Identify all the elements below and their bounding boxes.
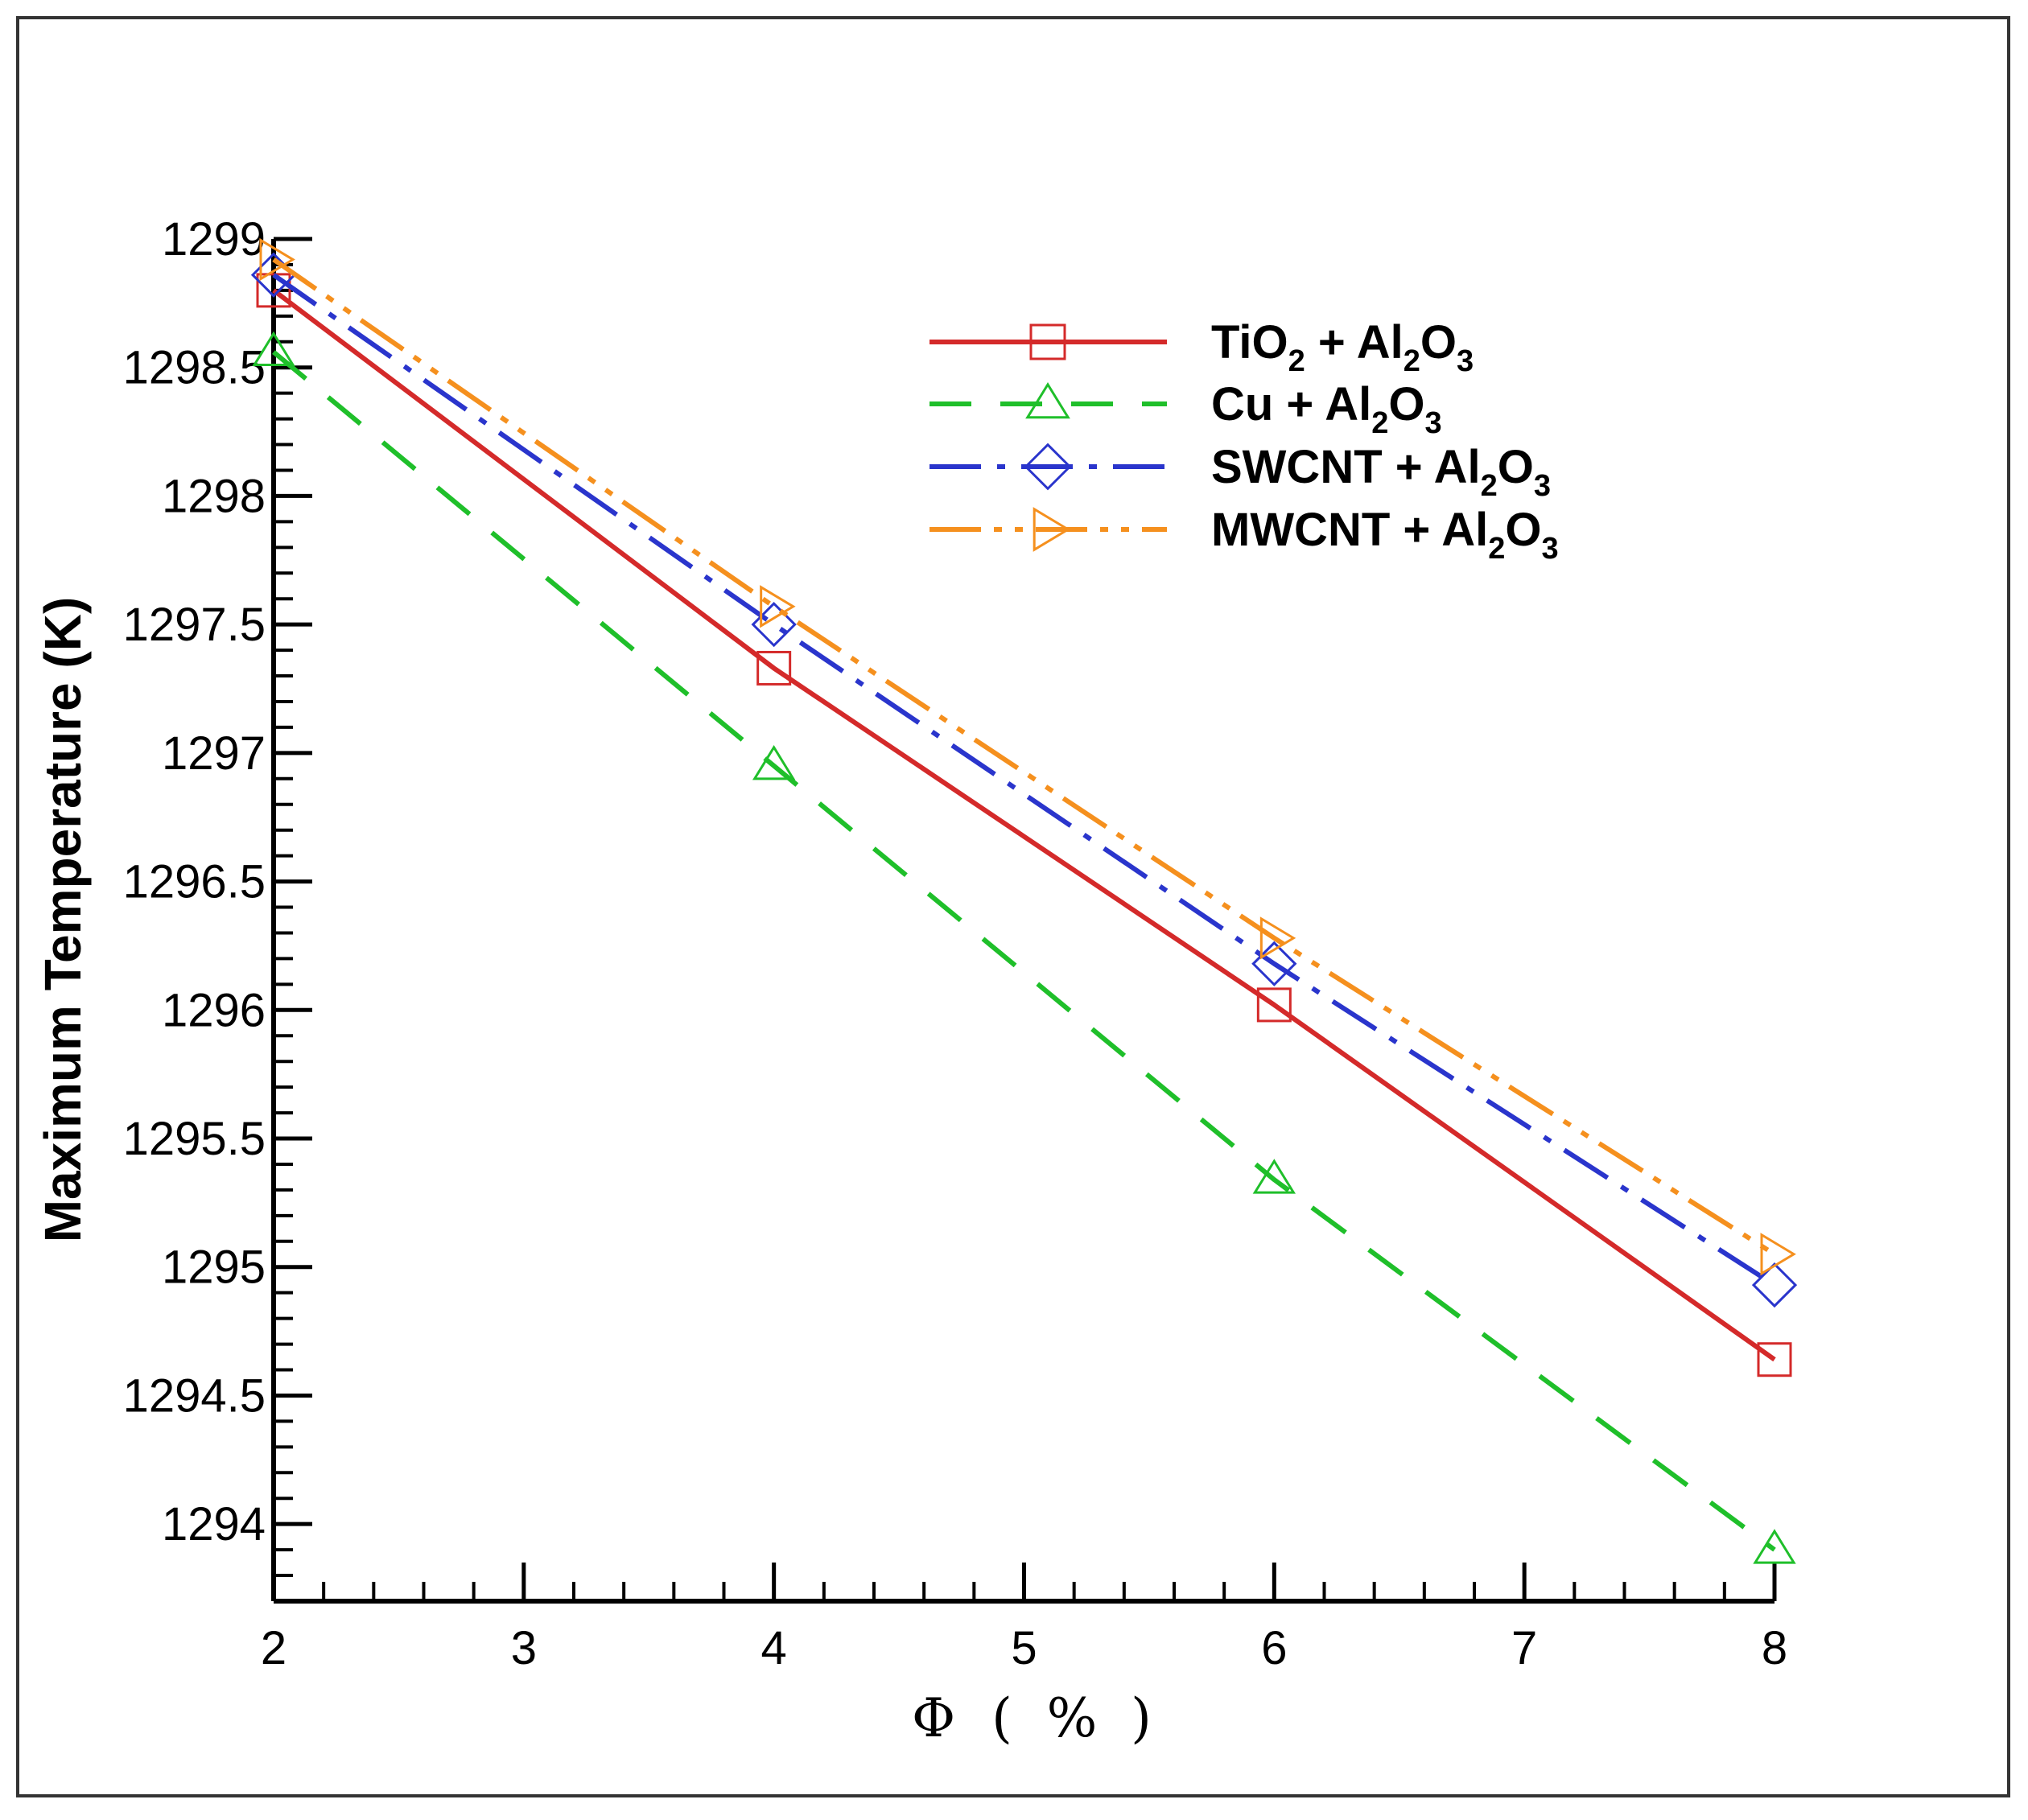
x-tick-label: 3 — [511, 1622, 537, 1674]
data-point — [1259, 916, 1296, 960]
data-point — [1757, 1342, 1792, 1377]
legend-label: SWCNT + Al2O3 — [1211, 441, 1551, 503]
x-tick-label: 7 — [1511, 1622, 1537, 1674]
series-3 — [259, 237, 1796, 1276]
legend-entry-0: TiO2 + Al2O3 — [930, 316, 1474, 378]
x-axis-title-symbol: Φ — [912, 1687, 955, 1749]
x-tick-label: 5 — [1011, 1622, 1037, 1674]
y-tick-label: 1294 — [162, 1498, 266, 1550]
x-axis-title-open-paren: ( — [991, 1687, 1012, 1749]
series-1 — [252, 331, 1796, 1564]
legend-entry-1: Cu + Al2O3 — [930, 378, 1442, 440]
data-point — [256, 273, 291, 308]
x-tick-label: 8 — [1762, 1622, 1787, 1674]
data-point — [1760, 1233, 1796, 1276]
axes: 2 3 4 5 6 7 8 1294 1294.5 1295 1295.5 1296 1296.5 129… — [123, 213, 1788, 1674]
data-point — [760, 585, 796, 628]
y-tick-label: 1295 — [162, 1241, 266, 1294]
x-tick-label: 6 — [1261, 1622, 1287, 1674]
y-tick-label: 1294.5 — [123, 1369, 266, 1422]
y-tick-label: 1296 — [162, 984, 266, 1036]
legend-marker — [1024, 443, 1072, 491]
y-tick-label: 1299 — [162, 213, 266, 266]
y-tick-label: 1298.5 — [123, 342, 266, 394]
x-axis-title-percent: % — [1047, 1687, 1098, 1749]
series-0 — [256, 273, 1792, 1377]
plot-area — [250, 237, 1798, 1564]
data-point — [1252, 1159, 1296, 1194]
data-point — [1753, 1529, 1796, 1564]
legend-entry-3: MWCNT + Al2O3 — [930, 504, 1559, 566]
x-tick-label: 2 — [261, 1622, 286, 1674]
legend-entry-2: SWCNT + Al2O3 — [930, 441, 1551, 503]
data-point — [1256, 987, 1292, 1023]
series-line — [272, 273, 1776, 1287]
series-line — [272, 288, 1776, 1362]
y-tick-label: 1295.5 — [123, 1113, 266, 1165]
legend-marker — [1025, 381, 1070, 419]
legend-marker — [1029, 323, 1066, 360]
figure-frame — [16, 16, 2010, 1797]
y-tick-label: 1296.5 — [123, 856, 266, 908]
y-tick-label: 1297 — [162, 727, 266, 780]
data-point — [756, 650, 792, 686]
series-line — [272, 257, 1776, 1257]
legend-marker — [1033, 507, 1071, 552]
y-axis-title: Maximum Temperature (K) — [34, 597, 92, 1243]
series-line — [272, 350, 1776, 1552]
data-point — [252, 331, 295, 367]
x-tick-label: 4 — [761, 1622, 787, 1674]
x-axis-title-close-paren: ) — [1131, 1687, 1152, 1749]
data-point — [752, 744, 796, 780]
x-axis-title: Φ ( % ) — [912, 1687, 1152, 1749]
legend-label: MWCNT + Al2O3 — [1211, 504, 1559, 566]
legend-label: Cu + Al2O3 — [1211, 378, 1442, 440]
data-point — [1751, 1262, 1798, 1308]
y-tick-label: 1297.5 — [123, 599, 266, 651]
axis-labels: Maximum Temperature (K) Φ ( % ) — [34, 597, 1152, 1749]
legend-label: TiO2 + Al2O3 — [1211, 316, 1474, 378]
y-tick-label: 1298 — [162, 470, 266, 522]
data-point — [259, 237, 295, 282]
